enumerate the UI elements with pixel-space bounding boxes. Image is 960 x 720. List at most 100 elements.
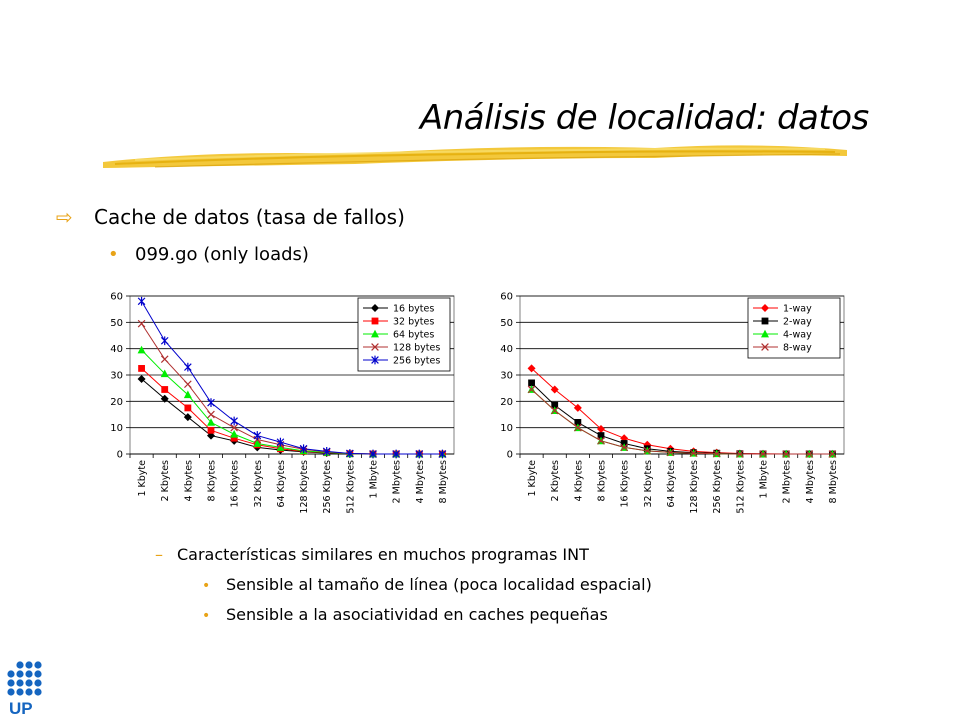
chart1-legend-marker — [371, 355, 379, 365]
dot-bullet-icon: • — [202, 608, 211, 624]
chart1-x-tick-label: 8 Mbytes — [438, 460, 449, 503]
sub-bullet-dash: – Características similares en muchos pro… — [155, 545, 589, 564]
chart2-x-tick-label: 4 Mbytes — [805, 460, 816, 503]
chart1-data-point — [253, 439, 262, 447]
chart1-legend-marker — [371, 317, 379, 325]
chart1-x-tick-label: 1 Kbyte — [137, 460, 148, 497]
chart1-y-tick-label: 50 — [110, 318, 123, 329]
chart2-data-point — [574, 423, 582, 432]
chart2-legend-label: 2-way — [783, 317, 812, 328]
chart2-data-point — [574, 419, 582, 426]
brush-stroke-decoration — [103, 145, 847, 168]
chart2-x-tick-label: 8 Kbytes — [597, 460, 608, 502]
chart1-data-point — [183, 390, 192, 399]
chart2-data-point — [620, 443, 628, 452]
chart1-x-tick-label: 32 Kbytes — [253, 460, 264, 508]
chart2-y-tick-label: 20 — [500, 397, 513, 408]
chart1-data-point — [160, 394, 169, 403]
chart1-x-tick-label: 64 Kbytes — [276, 460, 287, 508]
chart1-x-tick-label: 2 Mbytes — [392, 460, 403, 503]
chart1-data-point — [392, 449, 400, 459]
chart2-x-tick-label: 128 Kbytes — [689, 460, 700, 514]
bullet-level2-text: 099.go (only loads) — [135, 244, 309, 265]
chart1-data-point — [160, 369, 169, 378]
chart1-legend-marker — [371, 343, 379, 351]
chart1-data-point — [137, 319, 146, 328]
chart2-data-point — [828, 450, 837, 458]
arrow-bullet-icon: ⇨ — [56, 205, 73, 229]
chart1-data-point — [137, 345, 146, 354]
chart2-data-point — [805, 450, 814, 458]
chart1-x-tick-label: 4 Kbytes — [183, 460, 194, 502]
chart2-data-point — [782, 450, 790, 458]
chart2-data-point — [736, 450, 744, 458]
chart1-data-point — [230, 416, 238, 426]
chart2-x-tick-label: 2 Kbytes — [550, 460, 561, 502]
chart-associativity: 0 10 20 30 40 50 60 1 Kbyte 2 Kbytes 4 Kbytes 8 Kb… — [488, 282, 858, 536]
chart2-series-line — [531, 389, 833, 455]
chart2-y-tick-label: 0 — [507, 450, 513, 461]
chart1-data-point — [160, 355, 169, 364]
chart1-data-point — [415, 449, 424, 459]
chart2-y-tick-label: 30 — [500, 371, 513, 382]
chart1-data-point — [137, 296, 146, 306]
chart1-data-point — [230, 430, 239, 438]
chart1-data-point — [438, 449, 447, 459]
chart1-data-point — [207, 418, 215, 426]
chart1-data-point — [276, 437, 285, 447]
chart1-x-tick-label: 1 Mbyte — [369, 460, 380, 499]
chart2-legend-marker — [761, 343, 769, 351]
chart1-y-tick-label: 0 — [117, 450, 123, 461]
chart1-x-tick-label: 256 Kbytes — [322, 460, 333, 514]
sub-item: • Sensible a la asociatividad en caches p… — [202, 605, 608, 624]
chart2-legend-marker — [761, 317, 769, 325]
chart1-legend-label: 128 bytes — [393, 343, 440, 354]
chart2-legend-label: 8-way — [783, 343, 812, 354]
chart2-data-point — [551, 401, 559, 409]
chart2-legend-label: 1-way — [783, 304, 812, 315]
chart1-y-tick-label: 30 — [110, 371, 123, 382]
sub-item: • Sensible al tamaño de línea (poca local… — [202, 575, 652, 594]
chart1-data-point — [230, 434, 238, 442]
chart2-legend-label: 4-way — [783, 330, 812, 341]
chart2-legend-marker — [761, 329, 769, 338]
chart2-x-tick-label: 2 Mbytes — [782, 460, 793, 503]
chart2-data-point — [689, 449, 698, 458]
chart1-x-tick-label: 8 Kbytes — [207, 460, 218, 502]
chart2-x-tick-label: 8 Mbytes — [828, 460, 839, 503]
chart1-legend-marker — [371, 304, 379, 312]
chart-associativity-svg: 0 10 20 30 40 50 60 1 Kbyte 2 Kbytes 4 Kbytes 8 Kb… — [500, 292, 845, 514]
chart2-x-tick-label: 64 Kbytes — [666, 460, 677, 508]
chart2-data-point — [643, 447, 652, 455]
chart2-data-point — [712, 449, 721, 458]
chart1-data-point — [369, 449, 377, 459]
chart1-data-point — [322, 446, 331, 456]
chart1-data-point — [207, 431, 215, 440]
chart2-data-point — [550, 385, 559, 394]
chart2-x-tick-label: 4 Kbytes — [573, 460, 584, 502]
logo-text: UP — [9, 699, 33, 717]
chart2-x-tick-label: 32 Kbytes — [643, 460, 654, 508]
chart2-legend-marker — [761, 304, 769, 312]
bullet-level1: ⇨ Cache de datos (tasa de fallos) — [56, 205, 405, 229]
chart1-x-tick-label: 512 Kbytes — [345, 460, 356, 514]
chart1-data-point — [299, 444, 308, 454]
chart2-data-point — [597, 424, 605, 433]
chart1-y-tick-label: 40 — [110, 344, 123, 355]
chart1-y-tick-label: 10 — [110, 423, 123, 434]
chart2-y-tick-label: 10 — [500, 423, 513, 434]
chart2-data-point — [666, 448, 675, 457]
chart1-data-point — [207, 410, 215, 419]
chart1-series-line — [141, 301, 443, 455]
chart1-x-tick-label: 4 Mbytes — [415, 460, 426, 503]
chart2-x-tick-label: 1 Mbyte — [759, 460, 770, 499]
sub-bullet-dash-text: Características similares en muchos prog… — [177, 545, 589, 564]
chart2-x-tick-label: 256 Kbytes — [712, 460, 723, 514]
chart1-legend-marker — [371, 329, 379, 338]
chart1-data-point — [138, 365, 145, 372]
chart1-data-point — [184, 362, 192, 372]
bullet-level2: • 099.go (only loads) — [108, 244, 309, 265]
chart2-data-point — [527, 364, 536, 373]
chart1-data-point — [161, 386, 169, 393]
chart2-x-tick-label: 1 Kbyte — [527, 460, 538, 497]
